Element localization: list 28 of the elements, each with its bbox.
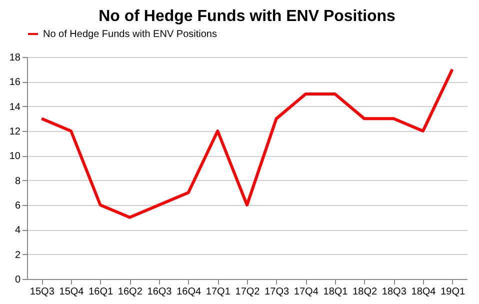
y-tick-label: 0 — [14, 274, 21, 286]
x-tick-label: 15Q3 — [30, 286, 55, 298]
chart-title: No of Hedge Funds with ENV Positions — [98, 8, 396, 25]
x-tick-label: 16Q1 — [88, 286, 114, 298]
line-series — [40, 68, 454, 219]
y-tick-label: 18 — [9, 52, 21, 64]
x-tick-label: 17Q1 — [206, 286, 231, 298]
x-tick-label: 16Q2 — [118, 286, 143, 298]
x-tick-label: 19Q1 — [440, 286, 466, 298]
y-tick-label: 10 — [9, 151, 21, 162]
y-tick-label: 12 — [9, 126, 21, 138]
y-tick-label: 2 — [14, 250, 21, 261]
y-tick-label: 8 — [14, 176, 21, 187]
x-tick-label: 17Q4 — [294, 286, 319, 298]
x-tick-label: 18Q3 — [382, 286, 407, 298]
y-tick-label: 4 — [14, 225, 21, 236]
x-tick-label: 18Q4 — [411, 286, 436, 298]
x-tick-label: 16Q3 — [147, 286, 172, 298]
x-tick-label: 15Q4 — [59, 286, 84, 298]
x-tick-label: 18Q2 — [352, 286, 378, 298]
legend-label: No of Hedge Funds with ENV Positions — [43, 29, 217, 40]
x-tick-label: 17Q3 — [264, 286, 290, 298]
x-tick-label: 16Q4 — [176, 286, 202, 298]
x-tick-label: 18Q1 — [323, 286, 348, 298]
y-tick-label: 6 — [14, 200, 21, 212]
y-tick-label: 16 — [9, 77, 21, 88]
y-tick-label: 14 — [9, 102, 21, 113]
x-tick-label: 17Q2 — [235, 286, 260, 298]
